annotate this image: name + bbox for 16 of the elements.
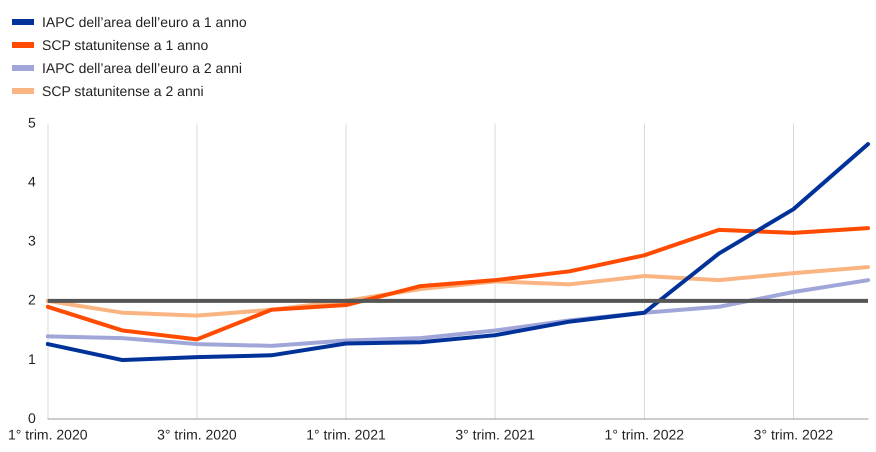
- x-tick-label: 3° trim. 2022: [754, 426, 834, 442]
- y-tick-label: 3: [28, 232, 36, 249]
- y-tick-label: 5: [28, 114, 36, 130]
- x-tick-label: 1° trim. 2020: [8, 426, 88, 442]
- x-tick-label: 1° trim. 2021: [306, 426, 386, 442]
- y-tick-label: 0: [28, 410, 36, 426]
- y-tick-label: 2: [28, 292, 36, 308]
- legend-label: IAPC dell’area dell’euro a 1 anno: [42, 14, 247, 30]
- legend-label: SCP statunitense a 2 anni: [42, 82, 204, 98]
- x-tick-label: 3° trim. 2020: [157, 426, 237, 442]
- x-tick-label: 3° trim. 2021: [455, 426, 536, 442]
- y-tick-label: 4: [28, 173, 36, 190]
- x-tick-label: 1° trim. 2022: [604, 426, 684, 442]
- y-tick-label: 1: [28, 350, 36, 367]
- legend-label: SCP statunitense a 1 anno: [42, 36, 208, 52]
- legend-label: IAPC dell’area dell’euro a 2 anni: [42, 60, 242, 76]
